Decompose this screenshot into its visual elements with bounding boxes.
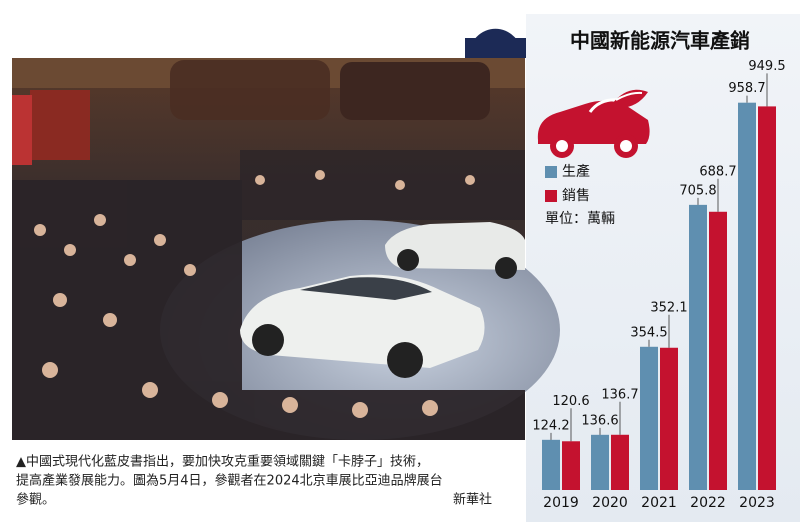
value-label: 354.5 [630,325,667,340]
decor-tab [465,38,526,58]
value-label: 136.7 [601,387,638,402]
x-tick-label: 2022 [690,495,726,511]
caption-credit: 新華社 [453,492,492,508]
x-tick-label: 2023 [739,495,775,511]
legend-label: 銷售 [562,188,590,204]
unit-label: 單位：萬輛 [545,211,615,227]
legend-swatch [545,166,557,178]
caption-line: 參觀。 [16,493,55,508]
value-label: 120.6 [552,394,589,409]
value-label: 136.6 [581,413,618,428]
value-label: 124.2 [532,418,569,433]
bar [660,347,678,490]
value-label: 958.7 [728,81,765,96]
value-label: 705.8 [679,183,716,198]
x-tick-label: 2020 [592,495,628,511]
bar [562,441,580,490]
legend-label: 生產 [562,163,590,180]
chart-title: 中國新能源汽車產銷 [570,29,750,53]
value-label: 352.1 [650,300,687,315]
bar [709,211,727,490]
x-tick-label: 2021 [641,495,677,511]
photo [12,58,560,440]
bar [758,106,776,490]
value-label: 688.7 [699,164,736,179]
bar [640,346,658,490]
caption-line: 提高產業發展能力。圖為5月4日，參觀者在2024北京車展比亞迪品牌展台 [16,473,443,489]
bar [591,434,609,490]
caption-line: ▲中國式現代化藍皮書指出，要加快攻克重要領域關鍵「卡脖子」技術， [16,454,429,470]
bar [611,434,629,490]
legend-swatch [545,190,557,202]
x-tick-label: 2019 [543,495,579,511]
car-icon [537,89,650,158]
bar [689,204,707,490]
bar [542,439,560,490]
bar [738,102,756,490]
value-label: 949.5 [748,59,785,74]
